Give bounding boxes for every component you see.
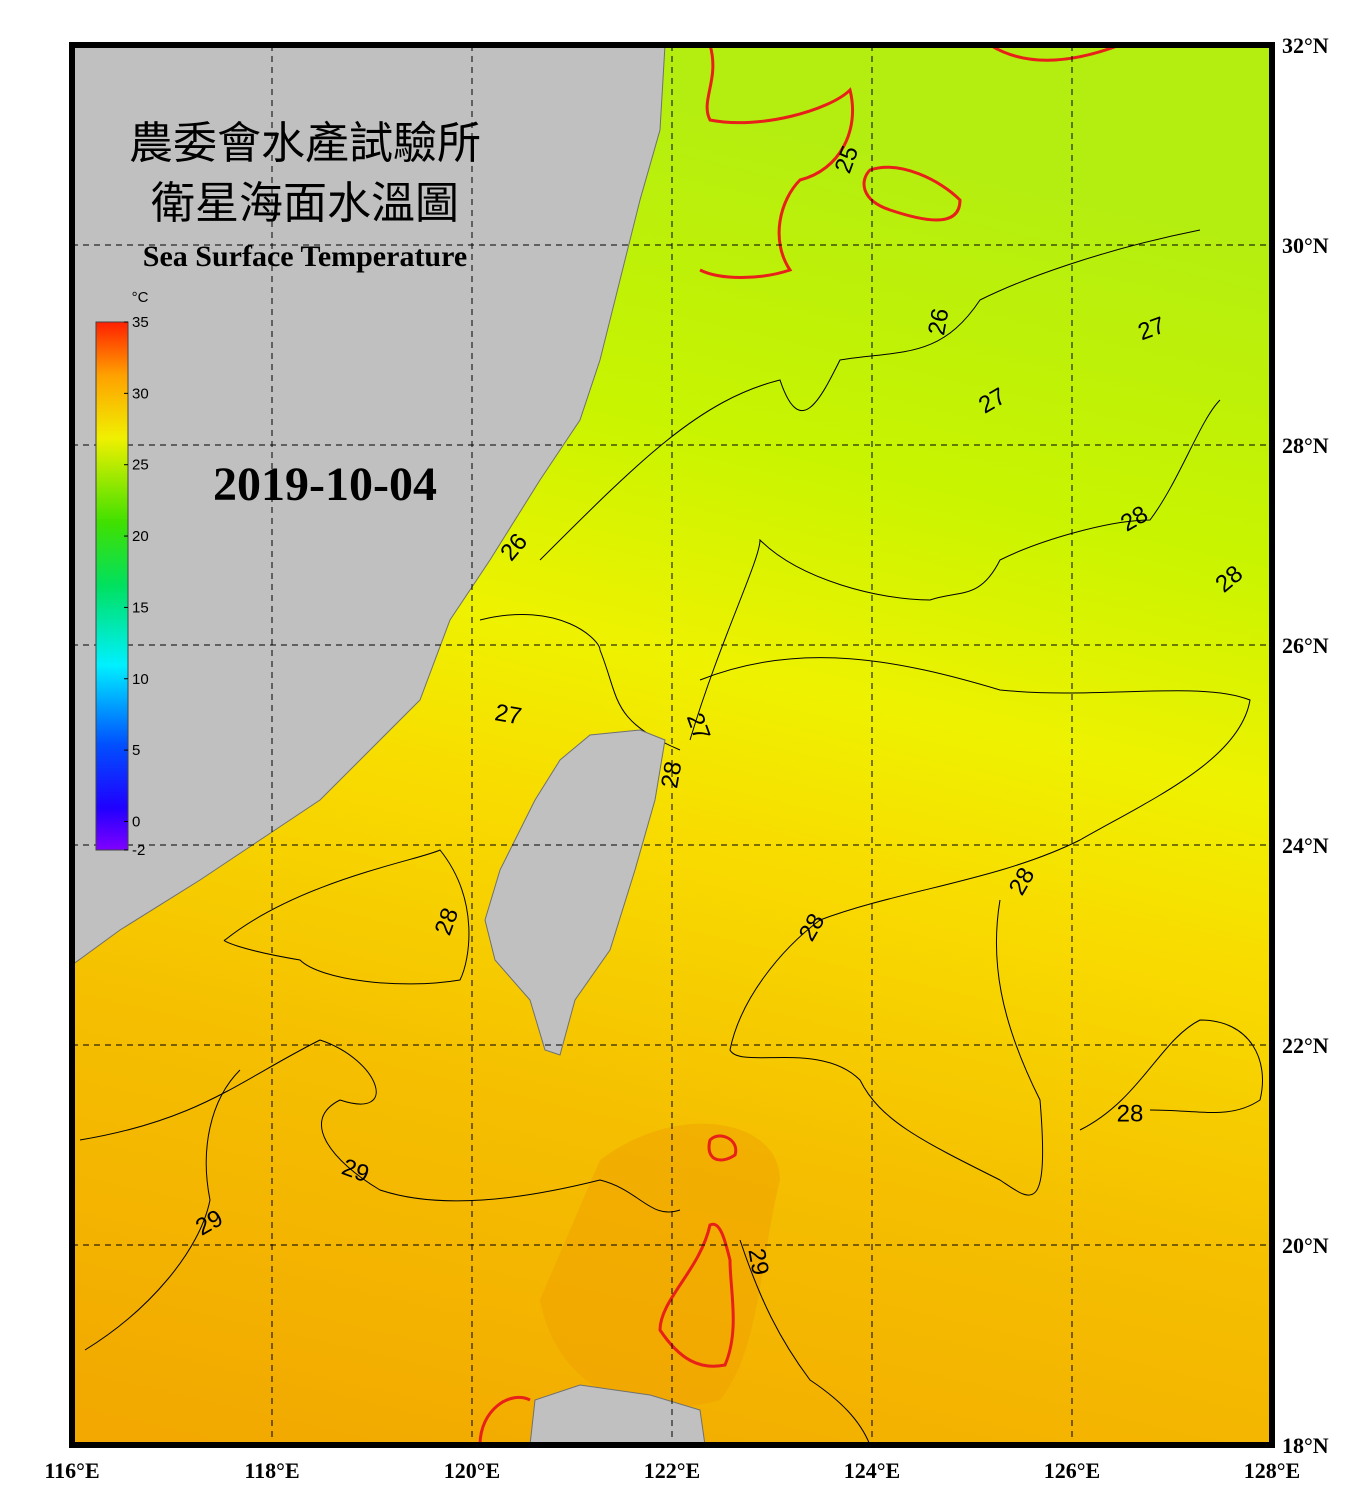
contour-label: 27 xyxy=(493,699,524,730)
colorbar-ticks: 35 30 25 20 15 10 5 0 -2 xyxy=(124,314,149,859)
lon-label: 120°E xyxy=(444,1458,500,1483)
warm-patch xyxy=(540,1123,780,1407)
luzon xyxy=(529,1384,706,1445)
lat-label: 22°N xyxy=(1282,1033,1329,1058)
lon-label: 124°E xyxy=(844,1458,900,1483)
lon-label: 128°E xyxy=(1244,1458,1300,1483)
lat-label: 18°N xyxy=(1282,1433,1329,1458)
colorbar-unit: °C xyxy=(132,289,149,306)
colorbar-label: 20 xyxy=(132,528,149,545)
colorbar-label: 30 xyxy=(132,385,149,402)
contour-label: 28 xyxy=(656,759,687,790)
lat-label: 30°N xyxy=(1282,233,1329,258)
colorbar-label: 35 xyxy=(132,314,149,331)
title-line: 衛星海面水溫圖 xyxy=(151,179,459,228)
colorbar-label: -2 xyxy=(132,842,145,859)
colorbar-label: 25 xyxy=(132,457,149,474)
lat-label: 28°N xyxy=(1282,433,1329,458)
lon-label: 126°E xyxy=(1044,1458,1100,1483)
date: 2019-10-04 xyxy=(213,458,437,511)
axis-labels: 116°E 118°E 120°E 122°E 124°E 126°E 128°E 32°N 3… xyxy=(44,33,1328,1483)
red-contours xyxy=(478,45,1121,1445)
subtitle: Sea Surface Temperature xyxy=(143,240,467,273)
lat-label: 26°N xyxy=(1282,633,1329,658)
lon-label: 118°E xyxy=(244,1458,299,1483)
map-frame xyxy=(69,42,1275,1448)
title-line: 農委會水產試驗所 xyxy=(129,119,481,168)
colorbar xyxy=(95,321,129,851)
contour-label: 29 xyxy=(743,1246,774,1277)
contours xyxy=(79,229,1263,1445)
contour-label: 28 xyxy=(1117,1100,1144,1127)
graticule xyxy=(72,45,1272,1445)
lon-label: 122°E xyxy=(644,1458,700,1483)
colorbar-label: 5 xyxy=(132,742,140,759)
lat-label: 32°N xyxy=(1282,33,1329,58)
lon-label: 116°E xyxy=(44,1458,99,1483)
contour-label: 26 xyxy=(923,306,954,337)
lat-label: 24°N xyxy=(1282,833,1329,858)
mainland xyxy=(72,45,666,966)
taiwan xyxy=(484,729,666,1056)
colorbar-label: 15 xyxy=(132,599,149,616)
colorbar-label: 10 xyxy=(132,671,149,688)
lat-label: 20°N xyxy=(1282,1233,1329,1258)
colorbar-label: 0 xyxy=(132,813,140,830)
